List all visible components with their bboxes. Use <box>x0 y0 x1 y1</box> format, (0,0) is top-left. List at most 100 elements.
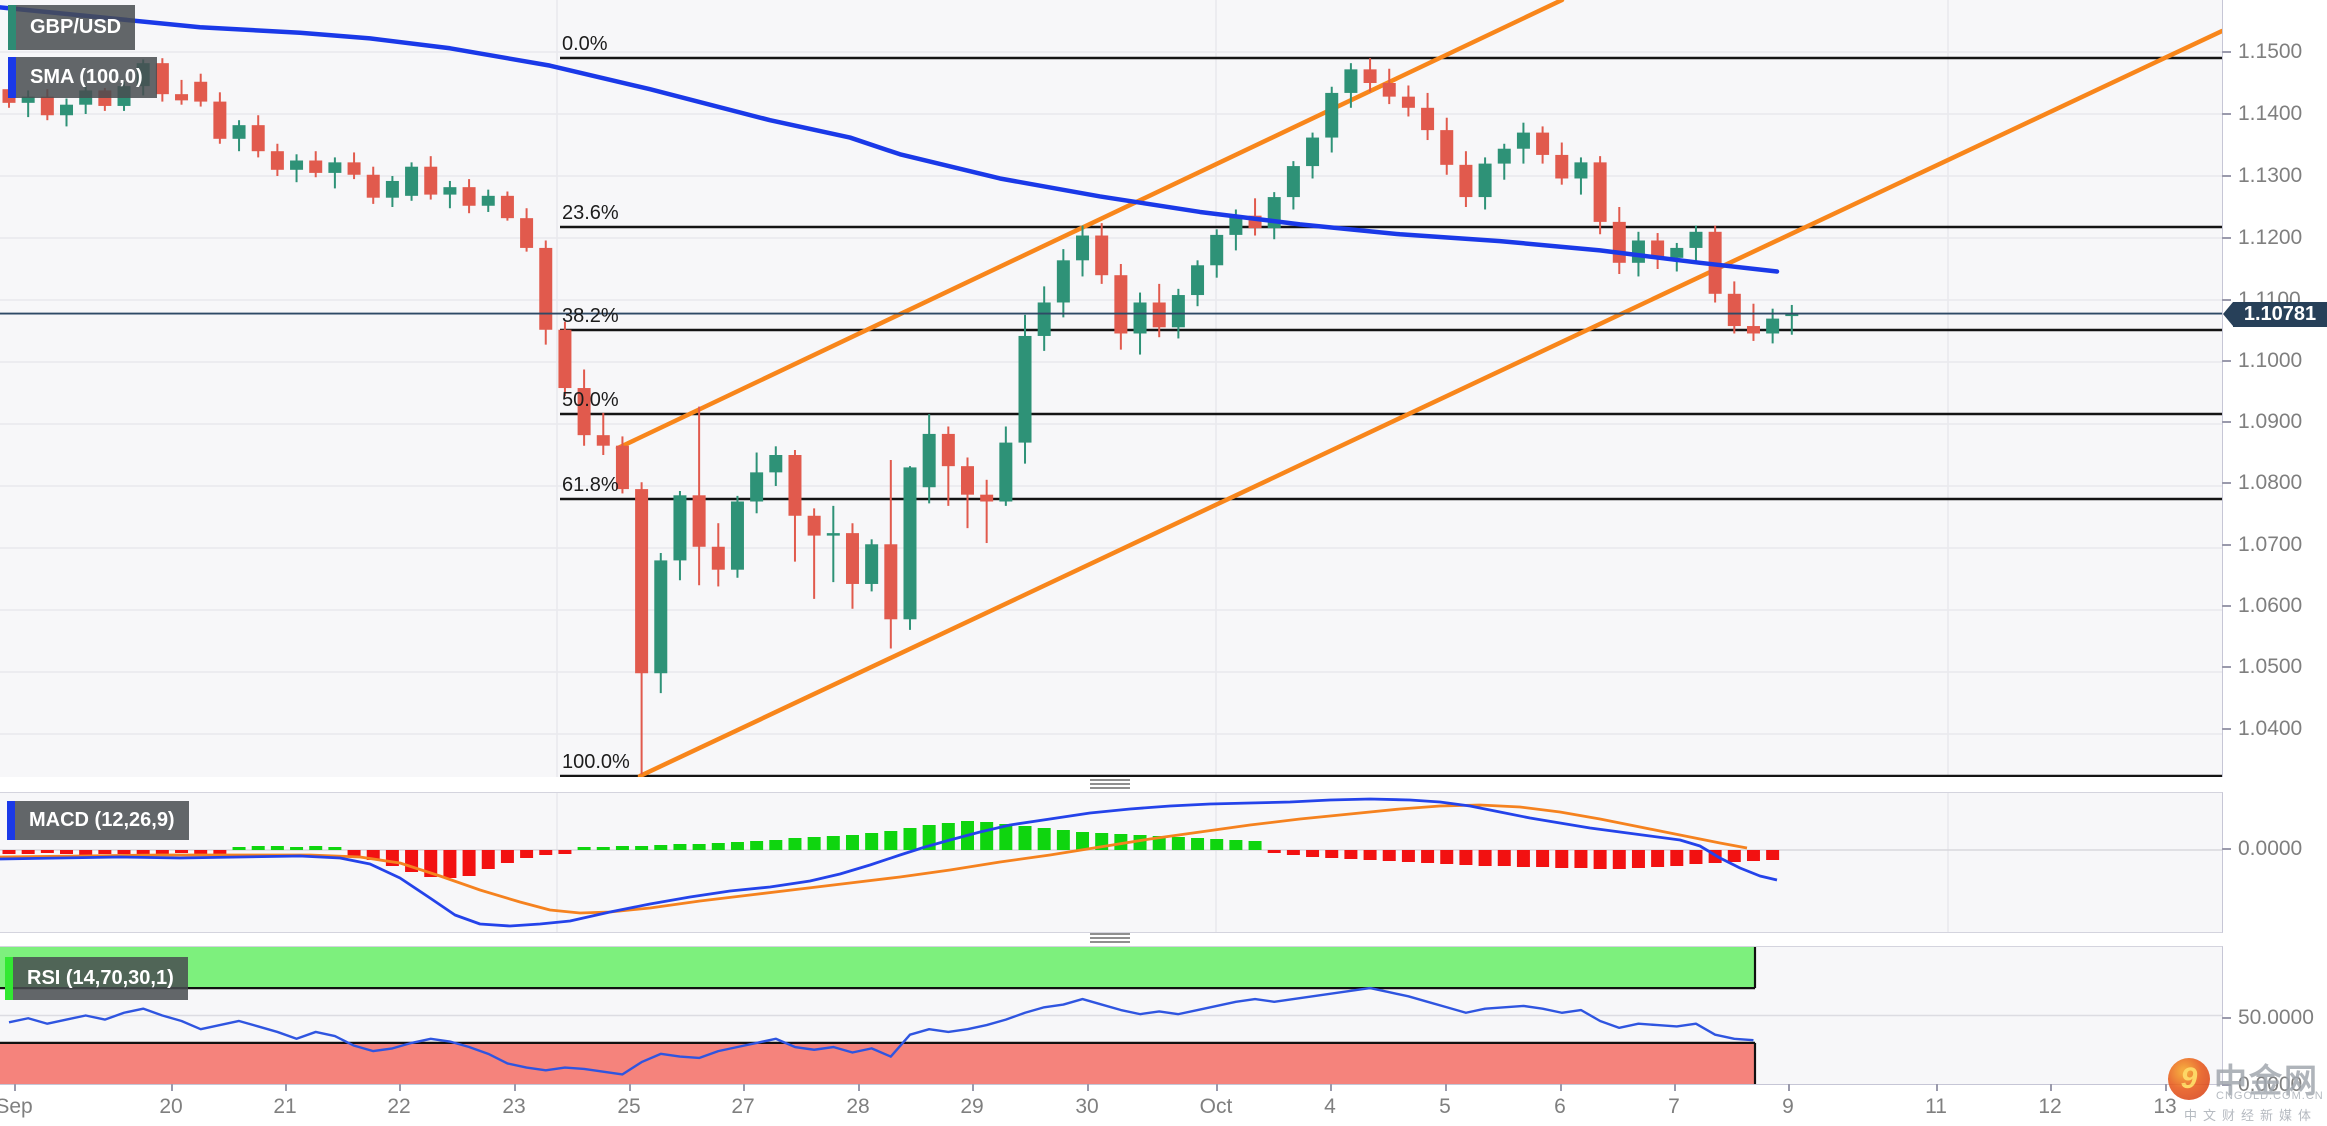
price-axis-tick <box>2222 666 2231 668</box>
price-axis-label: 1.1000 <box>2238 349 2303 372</box>
time-axis-label: 30 <box>1075 1095 1099 1118</box>
price-axis-label: 1.0500 <box>2238 655 2303 678</box>
time-axis-label: 25 <box>617 1095 641 1118</box>
time-axis-label: Sep <box>0 1095 33 1118</box>
time-axis-tick <box>514 1084 516 1091</box>
fib-level-label: 50.0% <box>562 389 619 411</box>
pane-resize-handle-rsi[interactable] <box>1090 933 1130 945</box>
rsi-chart[interactable] <box>0 947 2222 1084</box>
main-chart-pane[interactable]: 0.0% 23.6% 38.2% 50.0% 61.8% 100.0% <box>0 0 2223 777</box>
macd-pane[interactable] <box>0 792 2223 933</box>
price-axis-tick <box>2222 421 2231 423</box>
time-axis-label: 4 <box>1324 1095 1336 1118</box>
time-axis-label: 6 <box>1554 1095 1566 1118</box>
macd-label: MACD (12,26,9) <box>7 801 189 840</box>
time-axis-tick <box>1936 1084 1938 1091</box>
time-axis-tick <box>1330 1084 1332 1091</box>
time-axis-label: 7 <box>1668 1095 1680 1118</box>
fib-level-label: 38.2% <box>562 305 619 327</box>
sma-label-text: SMA (100,0) <box>30 66 143 88</box>
current-price-value: 1.10781 <box>2243 303 2317 325</box>
fib-level-label: 23.6% <box>562 202 619 224</box>
rsi-pane[interactable] <box>0 946 2223 1085</box>
price-axis-label: 1.1200 <box>2238 226 2303 249</box>
macd-chart[interactable] <box>0 793 2222 932</box>
fib-level-label: 100.0% <box>562 751 630 773</box>
time-axis-tick <box>1216 1084 1218 1091</box>
fib-level-label: 0.0% <box>562 33 608 55</box>
price-axis-tick <box>2222 237 2231 239</box>
watermark: 9 中金网 CNGOLD.COM.CN 中文财经新媒体 <box>2148 1052 2327 1123</box>
symbol-label: GBP/USD <box>8 5 136 50</box>
time-axis-tick <box>743 1084 745 1091</box>
time-axis-label: 11 <box>1925 1095 1947 1118</box>
fib-level-label: 61.8% <box>562 474 619 496</box>
time-axis-tick <box>14 1084 16 1091</box>
time-axis-label: 12 <box>2038 1095 2062 1118</box>
time-axis-tick <box>629 1084 631 1091</box>
price-axis-tick <box>2222 1017 2231 1019</box>
macd-label-text: MACD (12,26,9) <box>29 809 175 831</box>
watermark-domain: CNGOLD.COM.CN <box>2216 1090 2324 1102</box>
price-axis-tick <box>2222 360 2231 362</box>
time-axis-tick <box>2050 1084 2052 1091</box>
time-axis-label: 5 <box>1439 1095 1451 1118</box>
price-axis-label: 1.0400 <box>2238 717 2303 740</box>
rsi-label-text: RSI (14,70,30,1) <box>27 967 174 989</box>
sma-label: SMA (100,0) <box>8 57 157 98</box>
candlestick-chart[interactable] <box>0 0 2222 777</box>
price-axis-tick <box>2222 113 2231 115</box>
price-axis-tick <box>2222 848 2231 850</box>
time-axis-tick <box>1674 1084 1676 1091</box>
time-axis-tick <box>2165 1084 2167 1091</box>
time-axis-label: 28 <box>846 1095 870 1118</box>
price-axis-tick <box>2222 1084 2231 1086</box>
price-axis-label: 50.0000 <box>2238 1006 2314 1029</box>
symbol-label-text: GBP/USD <box>30 16 122 38</box>
time-axis-tick <box>1788 1084 1790 1091</box>
time-axis-tick <box>1087 1084 1089 1091</box>
time-axis-label: 29 <box>960 1095 984 1118</box>
price-axis-tick <box>2222 728 2231 730</box>
time-axis-label: Oct <box>1199 1095 1233 1118</box>
rsi-label: RSI (14,70,30,1) <box>5 957 188 1000</box>
price-axis-tick <box>2222 51 2231 53</box>
price-axis-label: 1.1500 <box>2238 40 2303 63</box>
time-axis-label: 20 <box>159 1095 183 1118</box>
price-axis-label: 1.1300 <box>2238 164 2303 187</box>
symbol-accent-bar <box>8 5 16 50</box>
time-axis-tick <box>1445 1084 1447 1091</box>
price-axis-label: 0.0000 <box>2238 1073 2303 1096</box>
pane-resize-handle-macd[interactable] <box>1090 779 1130 791</box>
price-axis-label: 1.0600 <box>2238 594 2303 617</box>
time-axis-tick <box>858 1084 860 1091</box>
time-axis-label: 9 <box>1782 1095 1794 1118</box>
sma-accent-bar <box>8 57 16 98</box>
price-axis-tick <box>2222 175 2231 177</box>
price-axis-label: 1.0800 <box>2238 471 2303 494</box>
time-axis-label: 22 <box>387 1095 411 1118</box>
price-axis-tick <box>2222 482 2231 484</box>
current-price-badge: 1.10781 <box>2223 302 2327 327</box>
time-axis-tick <box>1560 1084 1562 1091</box>
time-axis-tick <box>399 1084 401 1091</box>
time-axis-label: 13 <box>2153 1095 2177 1118</box>
time-axis-label: 27 <box>731 1095 755 1118</box>
price-axis-label: 1.1400 <box>2238 102 2303 125</box>
price-axis-tick <box>2222 544 2231 546</box>
price-axis-label: 1.0700 <box>2238 533 2303 556</box>
watermark-tagline: 中文财经新媒体 <box>2184 1108 2318 1123</box>
time-axis-tick <box>972 1084 974 1091</box>
watermark-cn-name: 中金网 <box>2214 1062 2319 1099</box>
cngold-logo-icon: 9 <box>2168 1058 2210 1100</box>
time-axis-tick <box>171 1084 173 1091</box>
price-axis-label: 1.0900 <box>2238 410 2303 433</box>
macd-accent-bar <box>7 801 15 840</box>
time-axis-tick <box>285 1084 287 1091</box>
time-axis-label: 23 <box>502 1095 526 1118</box>
price-axis-tick <box>2222 605 2231 607</box>
time-axis-label: 21 <box>273 1095 297 1118</box>
price-axis-tick <box>2222 299 2231 301</box>
rsi-accent-bar <box>5 957 13 1000</box>
